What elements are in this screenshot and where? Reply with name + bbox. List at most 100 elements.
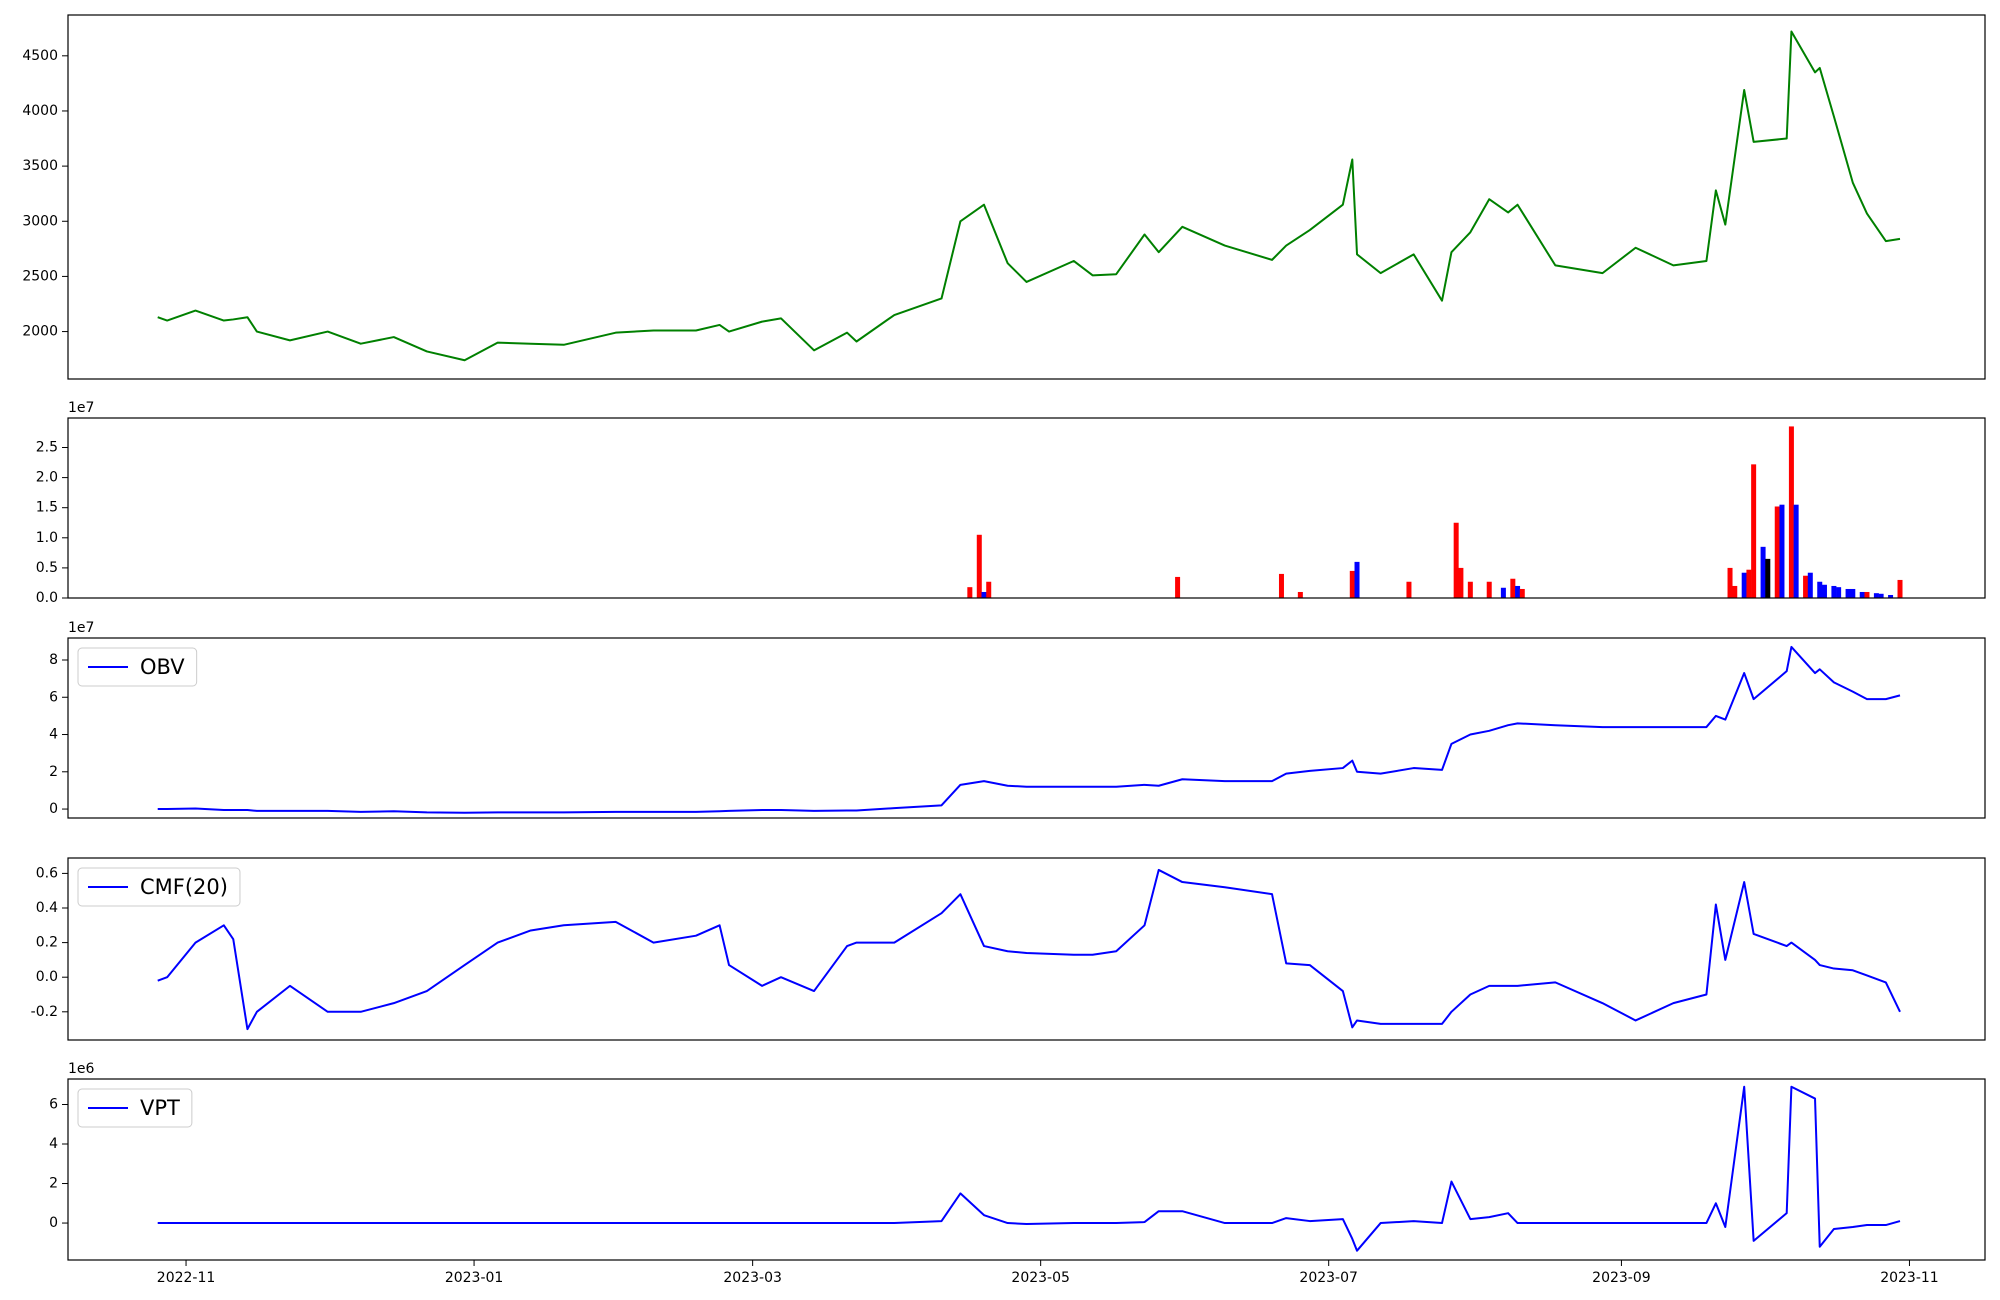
bar [1732, 585, 1738, 598]
bar [1873, 593, 1879, 598]
bar [1803, 575, 1809, 598]
y-tick-label: 4 [49, 1136, 58, 1152]
bar [1817, 581, 1823, 598]
x-tick-label: 2023-07 [1299, 1270, 1358, 1286]
bar [1760, 546, 1766, 598]
bar [1807, 572, 1813, 598]
legend-label: OBV [140, 655, 185, 679]
y-tick-label: 2 [49, 1176, 58, 1192]
x-tick-label: 2023-09 [1592, 1270, 1651, 1286]
panel: 2000 2500 3000 3500 4000 4500 [22, 14, 1986, 380]
bar [1175, 576, 1181, 598]
bar [976, 534, 982, 598]
axes-frame [67, 417, 1986, 599]
bar [1793, 504, 1799, 598]
legend-label: VPT [140, 1096, 180, 1120]
bar [1859, 591, 1865, 598]
panel: 0 2 4 6 8 1e7 OBV [49, 620, 1986, 819]
y-tick-label: 4500 [22, 48, 58, 64]
bar [1406, 581, 1412, 598]
x-tick-label: 2023-11 [1880, 1270, 1939, 1286]
y-tick-label: 2000 [22, 324, 58, 340]
axes-frame [67, 857, 1986, 1041]
legend-box [77, 867, 241, 907]
y-tick-label: 0.2 [36, 935, 58, 951]
bar [1888, 594, 1894, 598]
y-tick-label: 1.0 [36, 530, 58, 546]
bar [1354, 561, 1360, 598]
x-tick-label: 2023-05 [1011, 1270, 1070, 1286]
bar [1788, 426, 1794, 598]
bar [981, 591, 987, 598]
x-tick-label: 2022-11 [157, 1270, 216, 1286]
bar [1515, 585, 1521, 598]
axes-frame [67, 14, 1986, 380]
bar [1751, 464, 1757, 598]
bar [1821, 584, 1827, 598]
bar [1765, 558, 1771, 598]
y-tick-label: 0.4 [36, 900, 58, 916]
y-tick-label: 2.5 [36, 439, 58, 455]
bar [1741, 572, 1747, 598]
y-offset-label: 1e6 [68, 1061, 95, 1077]
bar [1878, 593, 1884, 598]
y-tick-label: 0 [49, 1215, 58, 1231]
y-tick-label: 2 [49, 764, 58, 780]
y-tick-label: 4000 [22, 103, 58, 119]
bar [1297, 591, 1303, 598]
y-tick-label: 0.5 [36, 560, 58, 576]
bar [1897, 579, 1903, 598]
y-tick-label: 2500 [22, 268, 58, 284]
bar [1453, 522, 1459, 598]
line-series [157, 868, 1901, 1031]
bar [986, 581, 992, 598]
bar [1864, 591, 1870, 598]
bar [1486, 581, 1492, 598]
y-tick-label: 0.0 [36, 590, 58, 606]
bar [1727, 567, 1733, 598]
y-tick-label: 0.0 [36, 969, 58, 985]
y-tick-label: 4 [49, 727, 58, 743]
legend-box [77, 1088, 193, 1128]
y-tick-label: 8 [49, 652, 58, 668]
y-tick-label: 2.0 [36, 470, 58, 486]
y-tick-label: -0.2 [31, 1004, 58, 1020]
bar [1349, 570, 1355, 598]
panel: 0 2 4 6 1e6 2022-11 2023-01 2023-03 2023-05 2023-… [49, 1061, 1986, 1286]
y-offset-label: 1e7 [68, 400, 94, 416]
bar [1510, 578, 1516, 598]
x-tick-label: 2023-03 [723, 1270, 782, 1286]
axes-frame [67, 637, 1986, 819]
x-tick-label: 2023-01 [445, 1270, 504, 1286]
y-tick-label: 0.6 [36, 865, 58, 881]
y-tick-label: 3000 [22, 213, 58, 229]
y-tick-label: 6 [49, 689, 58, 705]
bar [1774, 506, 1780, 598]
panel: -0.2 0.0 0.2 0.4 0.6 CMF(20) [31, 857, 1986, 1041]
bar [1845, 588, 1851, 598]
bar [1779, 504, 1785, 598]
line-series [157, 645, 1901, 814]
line-series [157, 30, 1901, 362]
bar [1278, 573, 1284, 598]
axes-frame [67, 1078, 1986, 1261]
line-series [157, 1085, 1901, 1252]
panel: 0.0 0.5 1.0 1.5 2.0 2.5 1e7 [36, 400, 1986, 606]
bar [1836, 587, 1842, 598]
bar [1500, 587, 1506, 598]
y-tick-label: 1.5 [36, 500, 58, 516]
bar [967, 587, 973, 598]
bar [1746, 569, 1752, 598]
bar [1850, 588, 1856, 598]
bar [1467, 581, 1473, 598]
y-tick-label: 0 [49, 801, 58, 817]
bar [1831, 585, 1837, 598]
bar [1458, 567, 1464, 598]
legend-box [77, 647, 198, 687]
y-tick-label: 6 [49, 1096, 58, 1112]
y-tick-label: 3500 [22, 158, 58, 174]
y-offset-label: 1e7 [68, 620, 94, 636]
legend-label: CMF(20) [140, 875, 228, 899]
